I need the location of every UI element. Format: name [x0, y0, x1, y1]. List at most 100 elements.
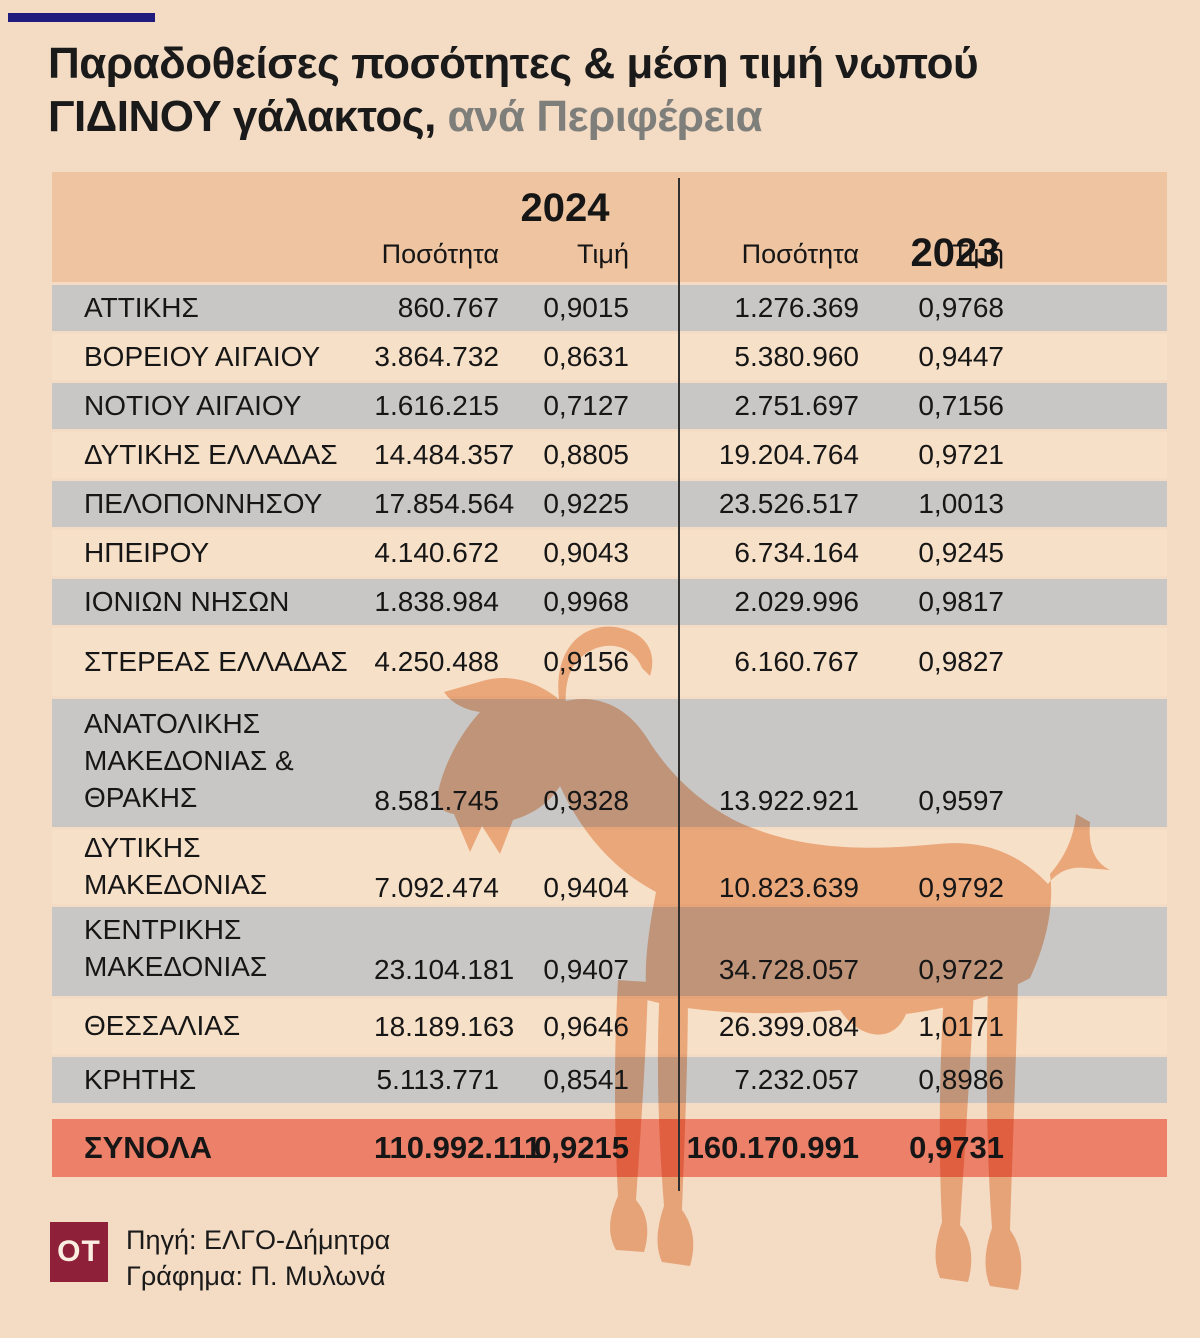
- region-name: ΚΡΗΤΗΣ: [84, 1063, 197, 1095]
- year-header-2024: 2024: [520, 186, 610, 230]
- price-2024: 0,8541: [543, 1064, 629, 1095]
- price-2024: 0,8805: [543, 439, 629, 470]
- totals-quantity-2024: 110.992.111: [374, 1130, 542, 1165]
- table-row: ΚΡΗΤΗΣ 5.113.771 0,8541 7.232.057 0,8986: [52, 1057, 1167, 1103]
- quantity-2024: 3.864.732: [374, 341, 499, 372]
- region-name: ΠΕΛΟΠΟΝΝΗΣΟΥ: [84, 487, 323, 519]
- price-2024: 0,7127: [543, 390, 629, 421]
- footer-credits: Πηγή: ΕΛΓΟ-Δήμητρα Γράφημα: Π. Μυλωνά: [126, 1222, 390, 1294]
- price-2024: 0,9328: [543, 785, 629, 816]
- title-line-2-gray: ανά Περιφέρεια: [435, 91, 763, 141]
- region-name: ΚΕΝΤΡΙΚΗΣ ΜΑΚΕΔΟΝΙΑΣ: [84, 914, 268, 983]
- quantity-2024: 8.581.745: [374, 785, 499, 816]
- ot-logo-text: OT: [57, 1235, 101, 1268]
- column-headers: Ποσότητα Τιμή Ποσότητα Τιμή: [52, 239, 1167, 270]
- price-2023: 0,9827: [918, 646, 1004, 677]
- quantity-2023: 26.399.084: [718, 1010, 859, 1042]
- table-row: ΚΕΝΤΡΙΚΗΣ ΜΑΚΕΔΟΝΙΑΣ 23.104.181 0,9407 3…: [52, 907, 1167, 996]
- region-name: ΑΤΤΙΚΗΣ: [84, 291, 199, 323]
- price-2023: 1,0171: [918, 1010, 1004, 1042]
- quantity-2023: 34.728.057: [718, 954, 859, 985]
- price-2023: 0,9721: [918, 439, 1004, 470]
- price-2024: 0,9404: [543, 871, 629, 903]
- quantity-2023: 19.204.764: [718, 439, 859, 470]
- totals-row: ΣΥΝΟΛΑ 110.992.111 0,9215 160.170.991 0,…: [52, 1119, 1167, 1177]
- source-text: Πηγή: ΕΛΓΟ-Δήμητρα: [126, 1225, 391, 1255]
- accent-bar: [8, 13, 155, 22]
- quantity-2023: 2.029.996: [734, 586, 859, 617]
- price-2024: 0,9015: [543, 292, 629, 323]
- spacer: [84, 239, 374, 270]
- totals-price-2024: 0,9215: [534, 1130, 629, 1165]
- table-header: 2024 2023 Ποσότητα Τιμή Ποσότητα Τιμή: [52, 172, 1167, 282]
- credit-text: Γράφημα: Π. Μυλωνά: [126, 1261, 386, 1291]
- table-row: ΔΥΤΙΚΗΣ ΜΑΚΕΔΟΝΙΑΣ 7.092.474 0,9404 10.8…: [52, 830, 1167, 904]
- quantity-2023: 6.160.767: [734, 646, 859, 677]
- quantity-2024: 1.838.984: [374, 586, 499, 617]
- quantity-2023: 10.823.639: [718, 871, 859, 903]
- totals-quantity-2023: 160.170.991: [686, 1130, 859, 1165]
- price-2024: 0,9968: [543, 586, 629, 617]
- quantity-2023: 23.526.517: [718, 488, 859, 519]
- quantity-2023: 5.380.960: [734, 341, 859, 372]
- data-table: 2024 2023 Ποσότητα Τιμή Ποσότητα Τιμή ΑΤ…: [52, 172, 1167, 1191]
- quantity-2024: 17.854.564: [374, 488, 515, 519]
- price-2024: 0,9043: [543, 537, 629, 568]
- price-2024: 0,9407: [543, 954, 629, 985]
- price-2023: 1,0013: [918, 488, 1004, 519]
- quantity-2024: 14.484.357: [374, 439, 515, 470]
- totals-label: ΣΥΝΟΛΑ: [84, 1129, 213, 1165]
- quantity-2024: 7.092.474: [374, 871, 499, 903]
- price-2023: 0,9817: [918, 586, 1004, 617]
- title-line-2-black: ΓΙΔΙΝΟΥ γάλακτος,: [48, 91, 436, 141]
- quantity-2023: 1.276.369: [734, 292, 859, 323]
- quantity-2024: 4.250.488: [374, 646, 499, 677]
- price-2024: 0,9156: [543, 646, 629, 677]
- price-2024: 0,9225: [543, 488, 629, 519]
- region-name: ΗΠΕΙΡΟΥ: [84, 536, 210, 568]
- region-name: ΣΤΕΡΕΑΣ ΕΛΛΑΔΑΣ: [84, 645, 348, 677]
- year-header-2023: 2023: [910, 231, 1000, 275]
- table-row: ΙΟΝΙΩΝ ΝΗΣΩΝ 1.838.984 0,9968 2.029.996 …: [52, 579, 1167, 625]
- table-row: ΑΤΤΙΚΗΣ 860.767 0,9015 1.276.369 0,9768: [52, 285, 1167, 331]
- price-2023: 0,9447: [918, 341, 1004, 372]
- quantity-2023: 2.751.697: [734, 390, 859, 421]
- price-2023: 0,8986: [918, 1064, 1004, 1095]
- quantity-2024: 23.104.181: [374, 954, 515, 985]
- quantity-2024: 1.616.215: [374, 390, 499, 421]
- price-2023: 0,7156: [918, 390, 1004, 421]
- col-header-quantity-2024: Ποσότητα: [381, 239, 499, 269]
- region-name: ΙΟΝΙΩΝ ΝΗΣΩΝ: [84, 585, 290, 617]
- quantity-2023: 13.922.921: [718, 785, 859, 816]
- price-2023: 0,9722: [918, 954, 1004, 985]
- region-name: ΒΟΡΕΙΟΥ ΑΙΓΑΙΟΥ: [84, 340, 321, 372]
- quantity-2024: 18.189.163: [374, 1010, 515, 1042]
- region-name: ΝΟΤΙΟΥ ΑΙΓΑΙΟΥ: [84, 389, 302, 421]
- quantity-2024: 5.113.771: [376, 1064, 500, 1095]
- col-header-price-2024: Τιμή: [576, 239, 629, 269]
- price-2023: 0,9792: [918, 871, 1004, 903]
- quantity-2024: 860.767: [397, 292, 499, 323]
- table-row: ΔΥΤΙΚΗΣ ΕΛΛΑΔΑΣ 14.484.357 0,8805 19.204…: [52, 432, 1167, 478]
- title-line-1: Παραδοθείσες ποσότητες & μέση τιμή νωπού: [48, 39, 979, 88]
- table-row: ΘΕΣΣΑΛΙΑΣ 18.189.163 0,9646 26.399.084 1…: [52, 999, 1167, 1054]
- price-2023: 0,9768: [918, 292, 1004, 323]
- region-name: ΔΥΤΙΚΗΣ ΜΑΚΕΔΟΝΙΑΣ: [84, 832, 268, 900]
- title-line-2: ΓΙΔΙΝΟΥ γάλακτος, ανά Περιφέρεια: [48, 91, 978, 144]
- price-2024: 0,9646: [543, 1010, 629, 1042]
- quantity-2023: 6.734.164: [734, 537, 859, 568]
- price-2024: 0,8631: [543, 341, 629, 372]
- price-2023: 0,9597: [918, 785, 1004, 816]
- region-name: ΔΥΤΙΚΗΣ ΕΛΛΑΔΑΣ: [84, 438, 338, 470]
- page-title: Παραδοθείσες ποσότητες & μέση τιμή νωπού…: [48, 38, 979, 144]
- table-row: ΠΕΛΟΠΟΝΝΗΣΟΥ 17.854.564 0,9225 23.526.51…: [52, 481, 1167, 527]
- totals-price-2023: 0,9731: [909, 1130, 1004, 1165]
- quantity-2023: 7.232.057: [734, 1064, 859, 1095]
- table-row: ΑΝΑΤΟΛΙΚΗΣ ΜΑΚΕΔΟΝΙΑΣ & ΘΡΑΚΗΣ 8.581.745…: [52, 699, 1167, 827]
- col-header-quantity-2023: Ποσότητα: [741, 239, 859, 269]
- col-header-price-2023: Τιμή: [951, 239, 1004, 269]
- region-name: ΑΝΑΤΟΛΙΚΗΣ ΜΑΚΕΔΟΝΙΑΣ & ΘΡΑΚΗΣ: [84, 708, 294, 814]
- table-row: ΝΟΤΙΟΥ ΑΙΓΑΙΟΥ 1.616.215 0,7127 2.751.69…: [52, 383, 1167, 429]
- ot-logo: OT: [50, 1222, 108, 1282]
- quantity-2024: 4.140.672: [374, 537, 499, 568]
